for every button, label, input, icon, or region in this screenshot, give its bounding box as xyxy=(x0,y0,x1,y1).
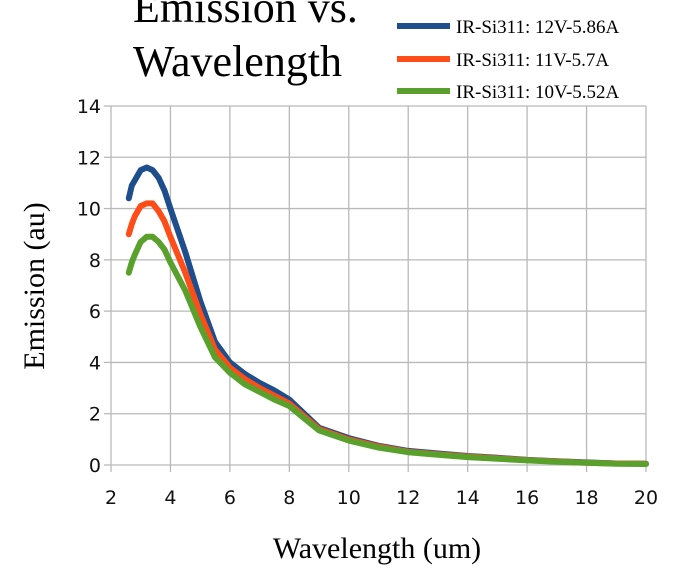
x-tick-label: 2 xyxy=(105,487,117,509)
x-tick-label: 16 xyxy=(515,487,539,509)
x-tick-label: 6 xyxy=(224,487,236,509)
legend: IR-Si311: 12V-5.86A IR-Si311: 11V-5.7A I… xyxy=(397,17,620,103)
chart-title-line-1: Emission vs. xyxy=(133,0,358,32)
y-tick-label: 10 xyxy=(77,199,101,221)
series-line-2 xyxy=(125,233,649,467)
x-tick-label: 10 xyxy=(337,487,361,509)
x-tick-label: 8 xyxy=(283,487,295,509)
chart-title-line-2: Wavelength xyxy=(133,37,342,86)
y-tick-label: 4 xyxy=(89,352,101,374)
y-tick-label: 6 xyxy=(89,301,101,323)
legend-label-12v: IR-Si311: 12V-5.86A xyxy=(456,17,620,38)
y-tick-label: 12 xyxy=(77,147,101,169)
y-tick-label: 0 xyxy=(89,455,101,477)
x-tick-label: 12 xyxy=(396,487,420,509)
x-tick-label: 20 xyxy=(634,487,658,509)
series-layer xyxy=(125,164,649,467)
y-tick-label: 2 xyxy=(89,404,101,426)
x-axis-title: Wavelength (um) xyxy=(273,532,481,565)
y-tick-label: 14 xyxy=(77,96,101,118)
y-tick-label: 8 xyxy=(89,250,101,272)
x-tick-label: 14 xyxy=(456,487,480,509)
x-tick-label: 4 xyxy=(164,487,176,509)
legend-label-11v: IR-Si311: 11V-5.7A xyxy=(456,50,609,71)
legend-label-10v: IR-Si311: 10V-5.52A xyxy=(456,82,620,103)
series-line-0 xyxy=(125,164,649,467)
x-tick-label: 18 xyxy=(574,487,598,509)
y-axis-title: Emission (au) xyxy=(18,202,51,369)
